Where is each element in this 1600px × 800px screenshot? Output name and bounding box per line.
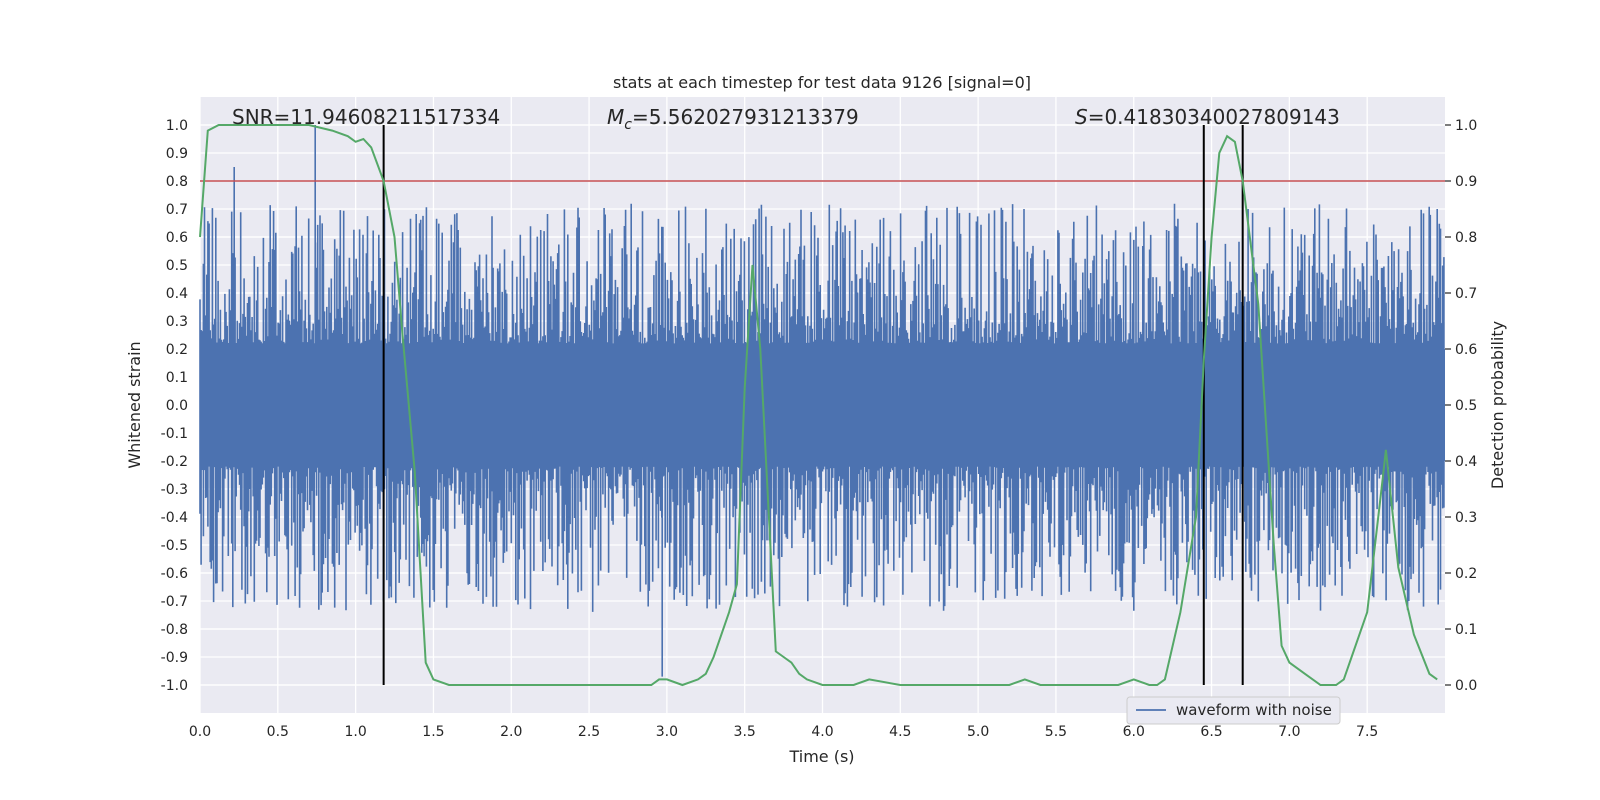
y-left-tick-label: -0.6 xyxy=(161,566,188,582)
y-right-tick-label: 0.4 xyxy=(1455,454,1477,470)
y-left-tick-label: -1.0 xyxy=(161,678,188,694)
y-left-tick-label: -0.3 xyxy=(161,482,188,498)
y-right-tick-label: 0.8 xyxy=(1455,230,1477,246)
y-left-tick-label: 0.4 xyxy=(166,286,188,302)
x-axis-ticks: 0.0 0.5 1.0 1.5 2.0 2.5 3.0 3.5 4.0 4.5 5.0 5.5 6.0 6… xyxy=(189,724,1378,740)
y-left-tick-label: -0.1 xyxy=(161,426,188,442)
y-left-tick-label: 0.5 xyxy=(166,258,188,274)
mc-annotation: Mc=5.562027931213379 xyxy=(607,105,859,133)
legend-waveform-label: waveform with noise xyxy=(1176,701,1332,719)
probability-series xyxy=(199,124,1438,687)
mc-value: =5.562027931213379 xyxy=(632,105,859,129)
legend-box xyxy=(1126,696,1341,725)
x-tick-label: 0.5 xyxy=(267,724,289,740)
y-left-axis-label: Whitened strain xyxy=(125,341,144,468)
s-annotation: S=0.41830340027809143 xyxy=(1075,105,1340,129)
y-left-tick-label: -0.9 xyxy=(161,650,188,666)
y-right-tick-label: 0.0 xyxy=(1455,678,1477,694)
y-left-tick-label: 0.6 xyxy=(166,230,188,246)
x-tick-label: 5.5 xyxy=(1045,724,1067,740)
x-tick-label: 1.5 xyxy=(422,724,444,740)
x-tick-label: 1.0 xyxy=(344,724,366,740)
y-right-axis-ticks: 1.0 0.9 0.8 0.7 0.6 0.5 0.4 0.3 0.2 0.1 0.0 xyxy=(1445,118,1477,694)
y-left-tick-label: -0.4 xyxy=(161,510,188,526)
x-tick-label: 2.0 xyxy=(500,724,522,740)
y-left-tick-label: 0.2 xyxy=(166,342,188,358)
mc-symbol: M xyxy=(607,105,624,129)
waveform-series xyxy=(199,125,1445,677)
y-right-tick-label: 0.3 xyxy=(1455,510,1477,526)
mc-subscript: c xyxy=(624,117,632,133)
waveform-line xyxy=(199,125,1445,677)
x-tick-label: 3.5 xyxy=(734,724,756,740)
x-axis-label: Time (s) xyxy=(788,747,854,766)
s-value: =0.41830340027809143 xyxy=(1088,105,1340,129)
event-lines xyxy=(382,125,1244,685)
y-left-tick-label: 0.0 xyxy=(166,398,188,414)
y-left-tick-label: 0.8 xyxy=(166,174,188,190)
y-right-tick-label: 1.0 xyxy=(1455,118,1477,134)
s-symbol: S xyxy=(1075,105,1088,129)
x-tick-label: 6.0 xyxy=(1123,724,1145,740)
y-left-tick-label: 0.1 xyxy=(166,370,188,386)
x-tick-label: 4.5 xyxy=(889,724,911,740)
chart-title: stats at each timestep for test data 912… xyxy=(613,73,1031,92)
y-right-tick-label: 0.1 xyxy=(1455,622,1477,638)
x-tick-label: 6.5 xyxy=(1200,724,1222,740)
x-tick-label: 5.0 xyxy=(967,724,989,740)
y-left-tick-label: -0.2 xyxy=(161,454,188,470)
probability-line xyxy=(199,124,1438,687)
y-left-tick-label: 0.3 xyxy=(166,314,188,330)
y-right-tick-label: 0.9 xyxy=(1455,174,1477,190)
y-left-axis-ticks: 1.0 0.9 0.8 0.7 0.6 0.5 0.4 0.3 0.2 0.1 0.0 -0.1 -0.… xyxy=(161,118,188,694)
y-left-tick-label: 0.9 xyxy=(166,146,188,162)
y-right-axis-label: Detection probability xyxy=(1488,321,1507,489)
y-left-tick-label: -0.7 xyxy=(161,594,188,610)
x-tick-label: 0.0 xyxy=(189,724,211,740)
y-right-tick-label: 0.7 xyxy=(1455,286,1477,302)
x-tick-label: 2.5 xyxy=(578,724,600,740)
x-tick-label: 7.0 xyxy=(1278,724,1300,740)
y-right-tick-label: 0.2 xyxy=(1455,566,1477,582)
x-tick-label: 7.5 xyxy=(1356,724,1378,740)
snr-annotation: SNR=11.94608211517334 xyxy=(232,105,500,129)
y-left-tick-label: 1.0 xyxy=(166,118,188,134)
y-left-tick-label: 0.7 xyxy=(166,202,188,218)
y-left-tick-label: -0.8 xyxy=(161,622,188,638)
x-tick-label: 4.0 xyxy=(811,724,833,740)
legend: waveform with noise xyxy=(1126,696,1341,725)
y-right-tick-label: 0.5 xyxy=(1455,398,1477,414)
x-tick-label: 3.0 xyxy=(656,724,678,740)
y-left-tick-label: -0.5 xyxy=(161,538,188,554)
y-right-tick-label: 0.6 xyxy=(1455,342,1477,358)
